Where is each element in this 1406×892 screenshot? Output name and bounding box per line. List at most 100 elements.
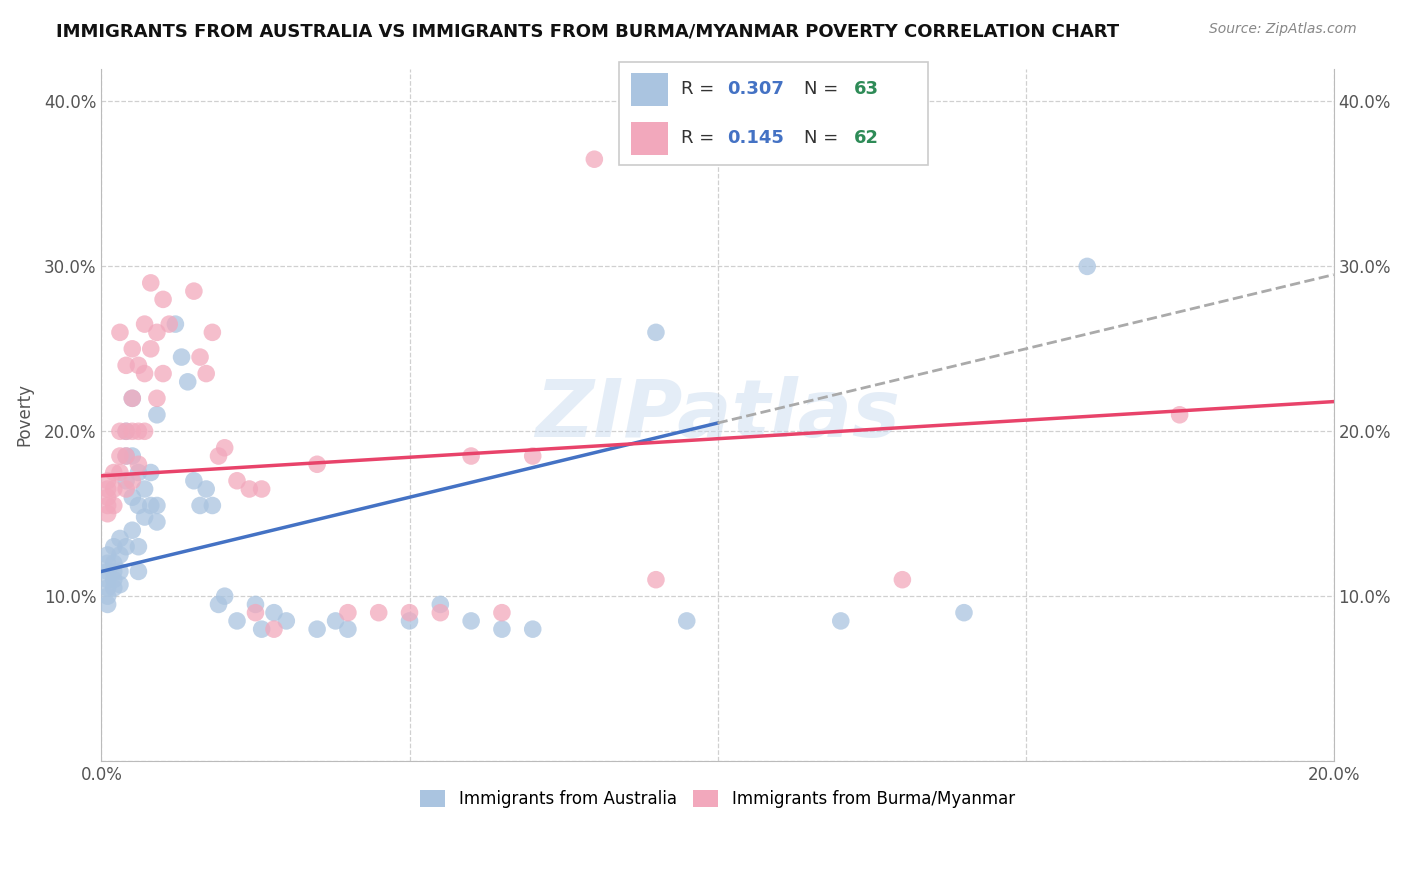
Point [165, 317, 187, 331]
Point [522, 449, 544, 463]
Point [336, 622, 359, 636]
Point [1076, 260, 1098, 274]
Point [152, 293, 174, 307]
Y-axis label: Poverty: Poverty [15, 384, 32, 446]
Point [250, 622, 273, 636]
Point [139, 342, 162, 356]
Point [103, 466, 125, 480]
Point [263, 622, 285, 636]
Point [103, 482, 125, 496]
Point [307, 457, 329, 471]
Point [115, 449, 138, 463]
Point [121, 342, 143, 356]
Point [675, 614, 697, 628]
Point [115, 482, 138, 496]
Point [97, 474, 120, 488]
Point [103, 565, 125, 579]
Point [108, 532, 131, 546]
Point [183, 474, 205, 488]
FancyBboxPatch shape [631, 73, 668, 105]
Point [891, 573, 914, 587]
Point [121, 474, 143, 488]
Point [103, 556, 125, 570]
Point [491, 622, 513, 636]
Point [127, 540, 149, 554]
Text: ZIPatlas: ZIPatlas [536, 376, 900, 454]
Point [491, 606, 513, 620]
Point [307, 622, 329, 636]
Point [276, 614, 298, 628]
Point [429, 606, 451, 620]
Point [201, 499, 224, 513]
Point [115, 540, 138, 554]
Point [367, 606, 389, 620]
Point [245, 606, 267, 620]
Point [134, 510, 156, 524]
Point [325, 614, 347, 628]
Point [645, 326, 668, 340]
Point [146, 326, 169, 340]
Text: R =: R = [681, 80, 720, 98]
Point [146, 408, 169, 422]
Point [108, 577, 131, 591]
Text: 0.145: 0.145 [727, 129, 783, 147]
Point [103, 573, 125, 587]
Point [207, 598, 229, 612]
Point [245, 598, 267, 612]
Point [226, 474, 249, 488]
Point [146, 499, 169, 513]
Point [214, 589, 236, 603]
Point [460, 449, 482, 463]
Text: IMMIGRANTS FROM AUSTRALIA VS IMMIGRANTS FROM BURMA/MYANMAR POVERTY CORRELATION C: IMMIGRANTS FROM AUSTRALIA VS IMMIGRANTS … [56, 22, 1119, 40]
Point [121, 392, 143, 406]
Point [97, 581, 120, 595]
Point [108, 565, 131, 579]
Point [398, 614, 420, 628]
Point [121, 425, 143, 439]
Point [115, 449, 138, 463]
Point [103, 540, 125, 554]
Point [134, 367, 156, 381]
FancyBboxPatch shape [631, 122, 668, 155]
Point [97, 565, 120, 579]
Point [134, 317, 156, 331]
Text: 62: 62 [853, 129, 879, 147]
Point [201, 326, 224, 340]
Point [830, 614, 852, 628]
Point [108, 425, 131, 439]
Point [97, 598, 120, 612]
Point [121, 449, 143, 463]
Point [139, 466, 162, 480]
Point [97, 490, 120, 504]
Text: N =: N = [804, 129, 844, 147]
Point [1168, 408, 1191, 422]
Point [127, 466, 149, 480]
Point [121, 490, 143, 504]
Point [121, 392, 143, 406]
Point [127, 425, 149, 439]
Point [157, 317, 180, 331]
Point [103, 499, 125, 513]
Text: R =: R = [681, 129, 720, 147]
Point [97, 507, 120, 521]
Point [250, 482, 273, 496]
Point [460, 614, 482, 628]
Point [97, 482, 120, 496]
Point [103, 581, 125, 595]
Point [108, 326, 131, 340]
Point [115, 359, 138, 373]
Point [226, 614, 249, 628]
Text: 0.307: 0.307 [727, 80, 783, 98]
Point [97, 556, 120, 570]
Point [146, 515, 169, 529]
Point [127, 359, 149, 373]
Point [134, 425, 156, 439]
Point [263, 606, 285, 620]
Point [336, 606, 359, 620]
Point [183, 284, 205, 298]
Point [127, 565, 149, 579]
Point [188, 499, 211, 513]
Point [97, 573, 120, 587]
Text: Source: ZipAtlas.com: Source: ZipAtlas.com [1209, 22, 1357, 37]
Point [115, 474, 138, 488]
